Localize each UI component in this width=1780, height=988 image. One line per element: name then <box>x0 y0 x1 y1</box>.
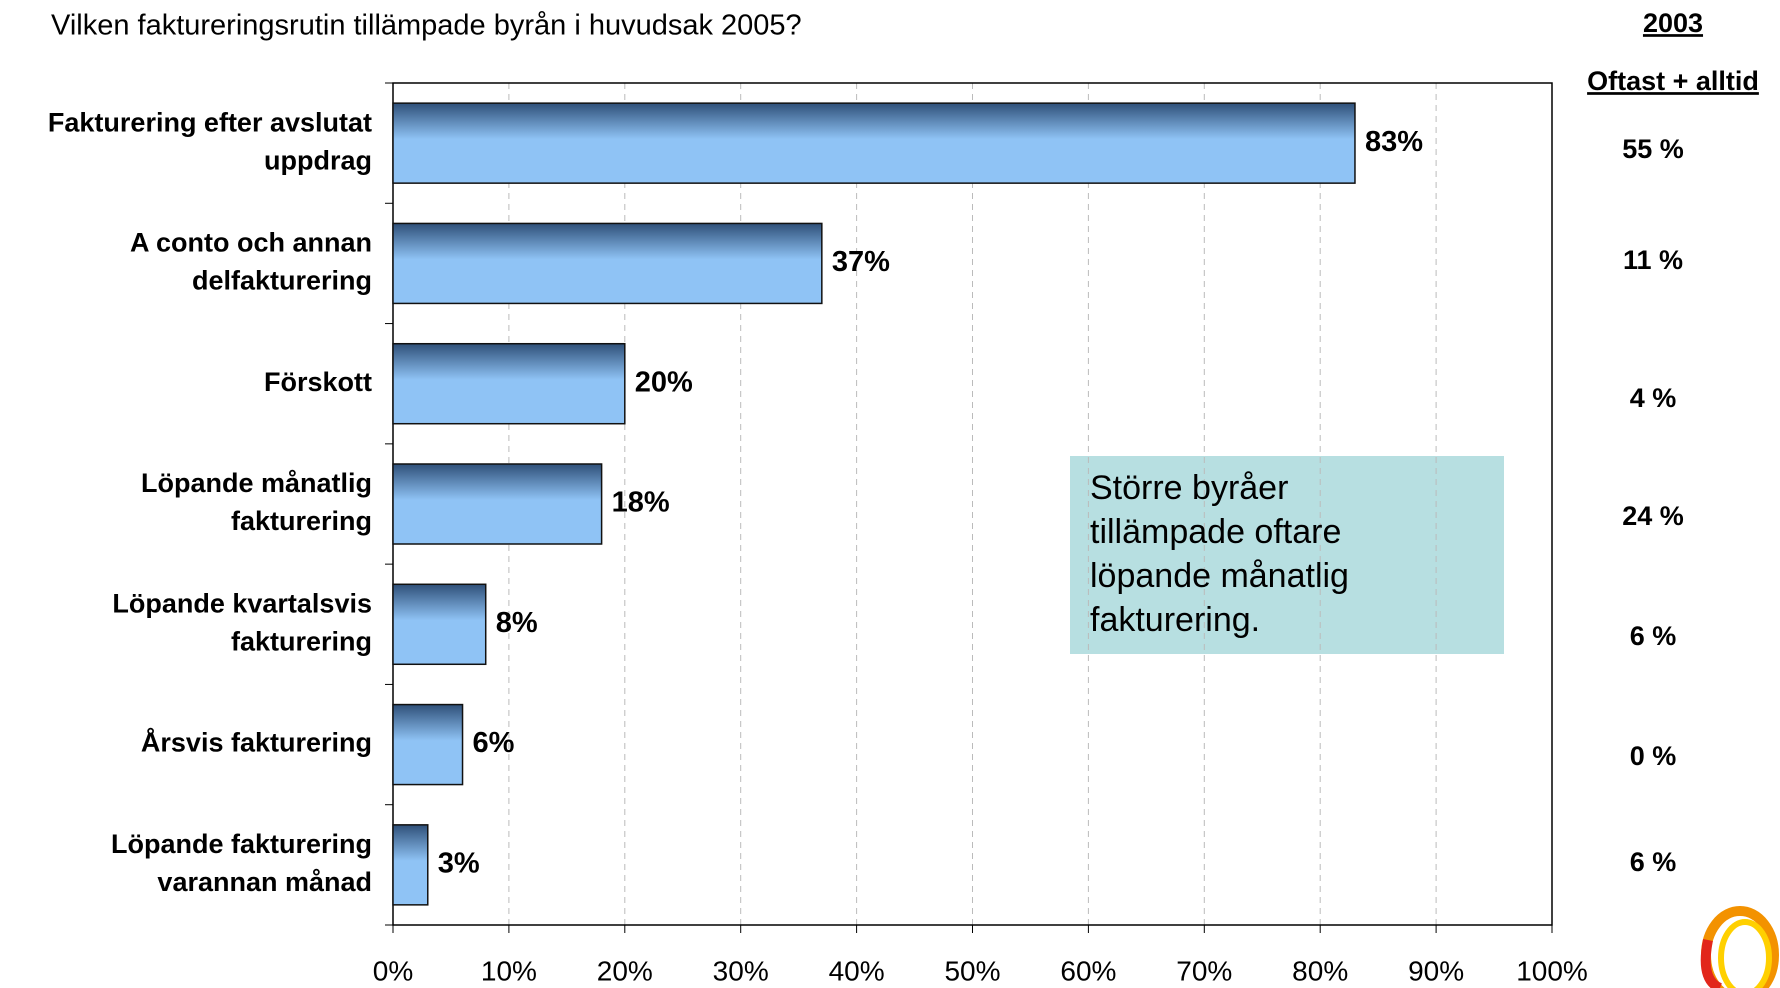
y-tick-label: Årsvis fakturering <box>141 727 372 758</box>
x-tick-label: 70% <box>1176 955 1232 986</box>
bar <box>392 583 487 666</box>
side-value: 0 % <box>1630 741 1677 771</box>
chart-title: Vilken faktureringsrutin tillämpade byrå… <box>51 10 802 42</box>
side-value: 55 % <box>1622 134 1684 164</box>
data-label: 37% <box>832 246 890 278</box>
y-tick-label: fakturering <box>231 506 372 536</box>
y-tick-label: Löpande månatlig <box>141 468 372 498</box>
bar <box>392 102 1356 184</box>
annotation-text: tillämpade oftare <box>1090 513 1341 551</box>
side-header: Oftast + alltid <box>1587 66 1759 96</box>
side-value: 6 % <box>1630 621 1677 651</box>
x-tick-label: 90% <box>1408 955 1464 986</box>
x-tick-label: 50% <box>944 955 1000 986</box>
bar <box>392 824 429 906</box>
data-label: 20% <box>635 366 693 398</box>
annotation-text: fakturering. <box>1090 601 1260 639</box>
x-tick-label: 100% <box>1516 955 1588 986</box>
y-tick-label: varannan månad <box>157 867 372 897</box>
side-value: 24 % <box>1622 501 1684 531</box>
bar <box>392 222 823 305</box>
y-tick-label: fakturering <box>231 626 372 656</box>
y-tick-label: Löpande fakturering <box>111 829 372 859</box>
annotation-box <box>1070 456 1504 654</box>
data-label: 83% <box>1365 126 1423 158</box>
annotation-text: löpande månatlig <box>1090 557 1349 595</box>
data-label: 3% <box>438 848 480 880</box>
x-tick-label: 80% <box>1292 955 1348 986</box>
side-value: 11 % <box>1623 245 1683 275</box>
logo <box>1700 906 1779 988</box>
y-tick-label: Fakturering efter avslutat <box>48 107 372 137</box>
side-value: 6 % <box>1630 847 1677 877</box>
y-tick-label: Förskott <box>264 367 372 397</box>
y-tick-label: Löpande kvartalsvis <box>112 588 372 618</box>
y-tick-label: delfakturering <box>192 266 372 296</box>
x-tick-label: 20% <box>597 955 653 986</box>
side-title: 2003 <box>1643 8 1703 38</box>
side-value: 4 % <box>1630 383 1677 413</box>
x-tick-label: 60% <box>1060 955 1116 986</box>
annotation-text: Större byråer <box>1090 469 1288 507</box>
x-tick-label: 40% <box>829 955 885 986</box>
data-label: 6% <box>473 727 515 759</box>
y-tick-label: A conto och annan <box>130 228 372 258</box>
x-tick-label: 0% <box>373 955 413 986</box>
y-tick-label: uppdrag <box>264 145 372 175</box>
data-label: 18% <box>612 487 670 519</box>
x-tick-label: 10% <box>481 955 537 986</box>
x-tick-label: 30% <box>713 955 769 986</box>
data-label: 8% <box>496 607 538 639</box>
bar <box>392 342 626 425</box>
bar <box>392 463 603 545</box>
bar <box>392 703 464 786</box>
